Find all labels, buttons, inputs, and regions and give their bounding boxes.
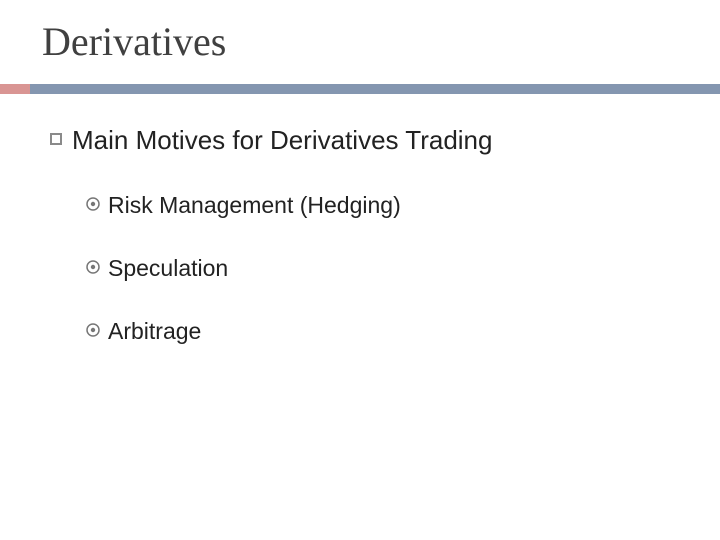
level2-text: Risk Management (Hedging)	[108, 192, 401, 219]
dot-bullet-icon	[86, 197, 100, 211]
list-item: Risk Management (Hedging)	[86, 192, 680, 219]
square-bullet-icon	[50, 133, 62, 145]
slide-content: Main Motives for Derivatives Trading Ris…	[50, 125, 680, 381]
dot-bullet-icon	[86, 323, 100, 337]
dot-bullet-icon	[86, 260, 100, 274]
level1-text: Main Motives for Derivatives Trading	[72, 125, 492, 156]
level2-text: Arbitrage	[108, 318, 201, 345]
list-item: Speculation	[86, 255, 680, 282]
main-underline	[30, 84, 720, 94]
list-item: Main Motives for Derivatives Trading	[50, 125, 680, 156]
level2-text: Speculation	[108, 255, 228, 282]
accent-bar	[0, 84, 30, 94]
slide-title: Derivatives	[42, 18, 226, 65]
slide: Derivatives Main Motives for Derivatives…	[0, 0, 720, 540]
list-item: Arbitrage	[86, 318, 680, 345]
divider-bar	[0, 84, 720, 94]
